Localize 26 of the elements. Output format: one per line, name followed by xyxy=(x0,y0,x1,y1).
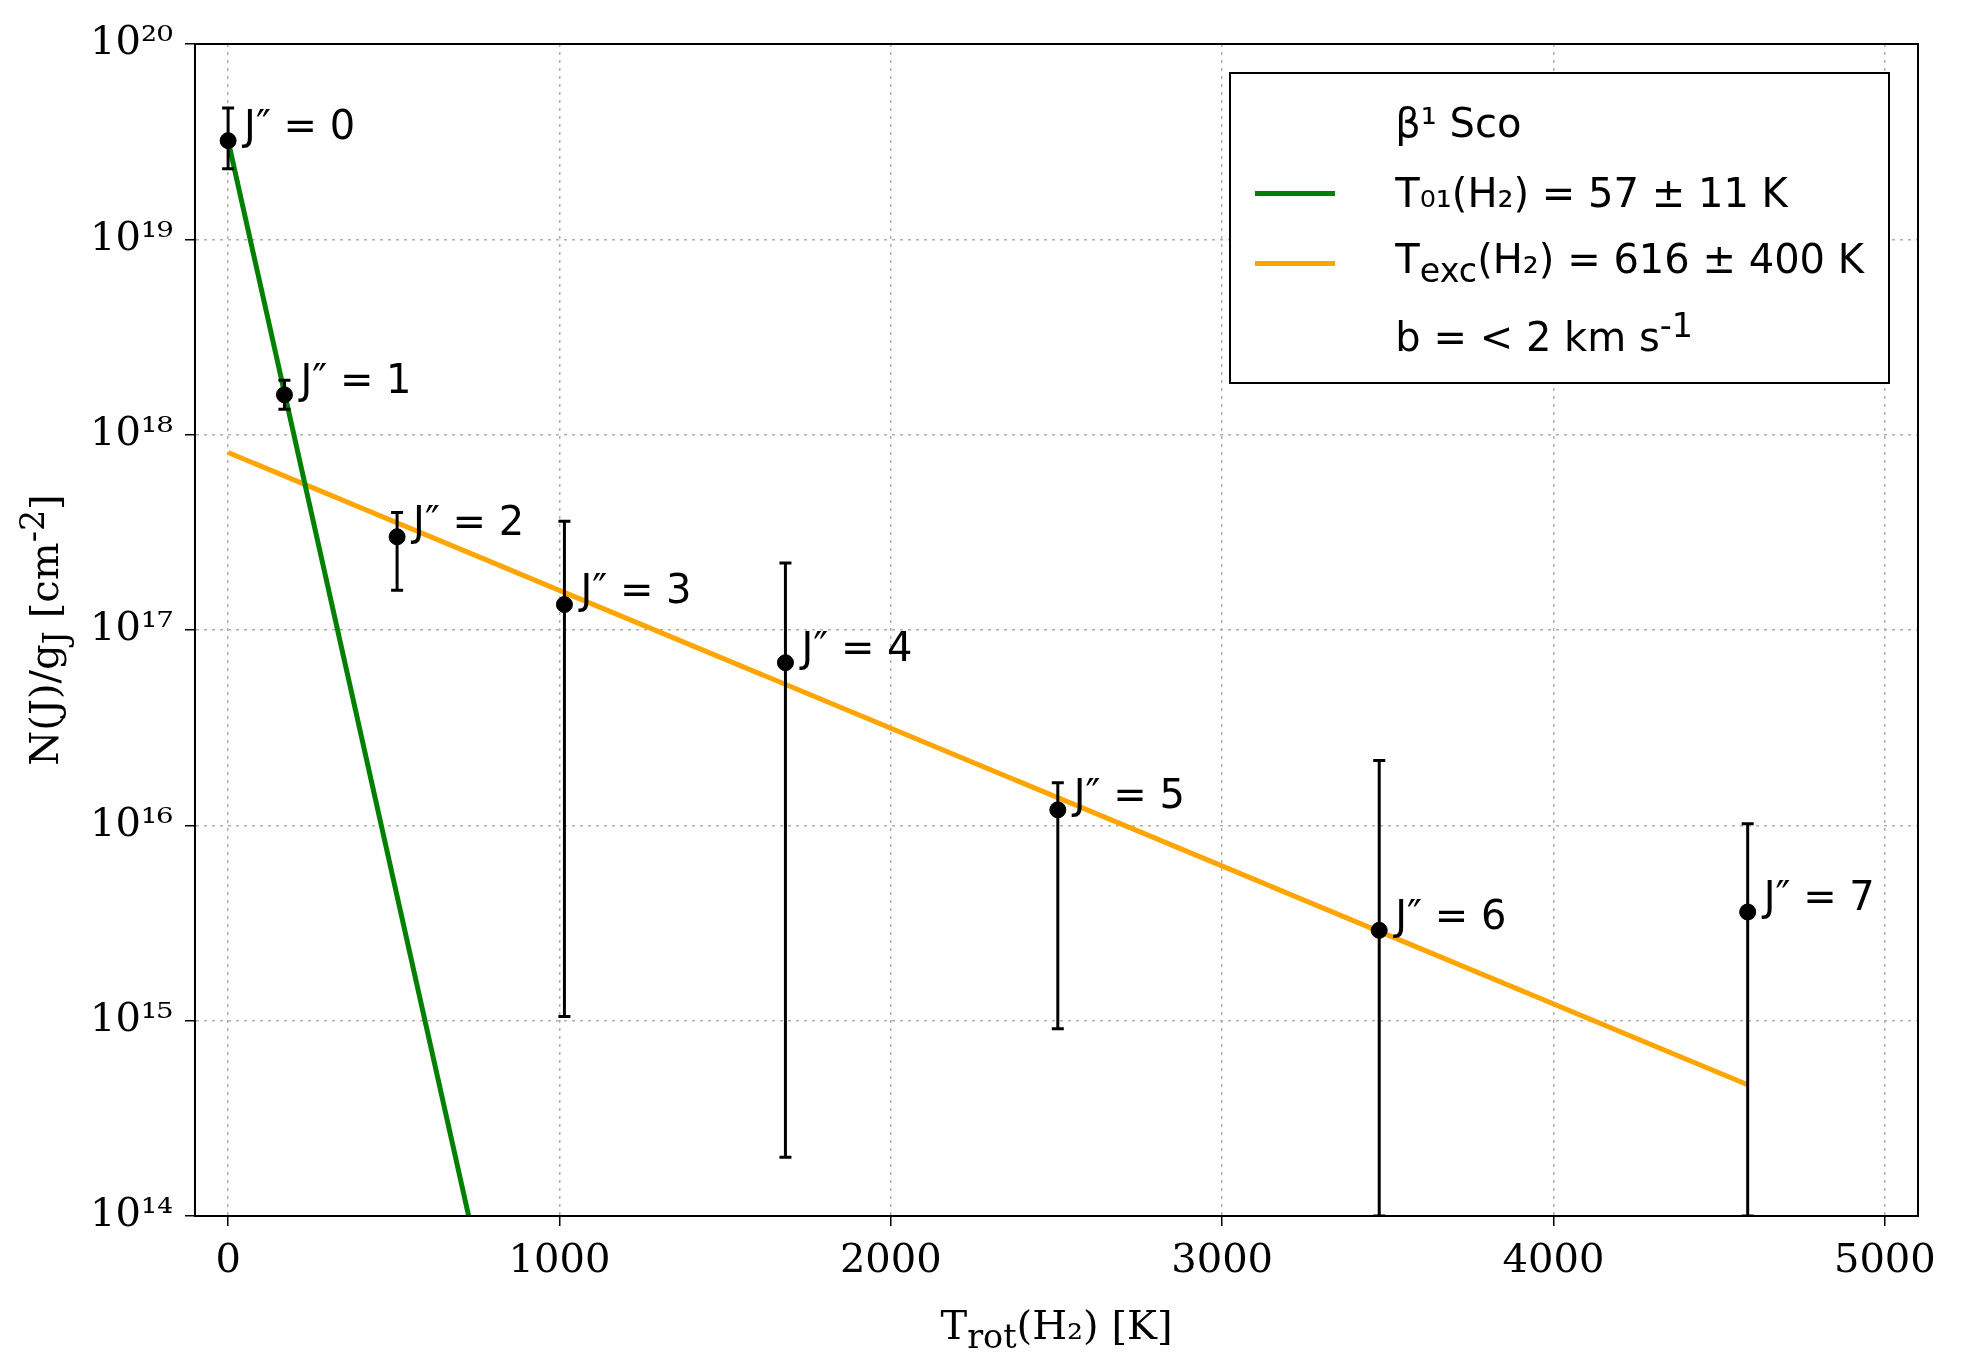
y-tick-label: 10²⁰ xyxy=(90,17,173,64)
x-tick-label: 5000 xyxy=(1833,1235,1936,1282)
annotation: J″ = 2 xyxy=(410,498,525,545)
annotation: J″ = 1 xyxy=(297,356,412,403)
y-tick-label: 10¹⁴ xyxy=(90,1189,173,1236)
annotation: J″ = 7 xyxy=(1760,873,1875,920)
y-tick-label: 10¹⁹ xyxy=(90,212,173,259)
annotation: J″ = 6 xyxy=(1392,891,1507,938)
annotation: J″ = 5 xyxy=(1070,771,1185,818)
y-tick-label: 10¹⁸ xyxy=(90,408,173,455)
annotation: J″ = 4 xyxy=(798,624,913,671)
x-tick-label: 0 xyxy=(215,1235,241,1282)
y-tick-label: 10¹⁷ xyxy=(90,603,173,650)
x-tick-label: 1000 xyxy=(508,1235,611,1282)
legend-label: T₀₁(H₂) = 57 ± 11 K xyxy=(1395,170,1788,216)
annotation: J″ = 0 xyxy=(241,102,356,149)
x-tick-label: 4000 xyxy=(1502,1235,1605,1282)
legend-title: β¹ Sco xyxy=(1395,100,1522,146)
y-tick-label: 10¹⁵ xyxy=(90,994,173,1041)
x-tick-label: 3000 xyxy=(1171,1235,1274,1282)
x-tick-label: 2000 xyxy=(839,1235,942,1282)
legend-label: T$_{exc}$(H₂) = 616 ± 400 K xyxy=(1395,236,1864,290)
y-tick-label: 10¹⁶ xyxy=(90,798,173,845)
annotation: J″ = 3 xyxy=(577,565,692,612)
x-axis-title: T$_{rot}$(H₂) [K] xyxy=(940,1302,1173,1356)
annotation: b = < 2 km s$^{-1}$ xyxy=(1395,305,1693,361)
